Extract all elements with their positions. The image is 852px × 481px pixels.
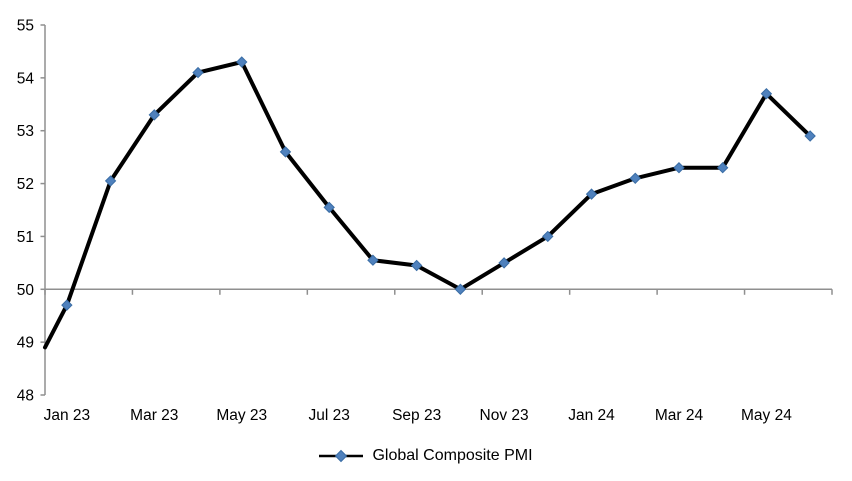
pmi-marker (716, 162, 729, 174)
x-tick-label: Sep 23 (392, 407, 441, 424)
x-tick-label: Mar 23 (130, 407, 178, 424)
pmi-marker (629, 172, 641, 184)
pmi-marker (410, 259, 423, 272)
pmi-marker (61, 299, 73, 311)
y-tick-label: 49 (17, 335, 34, 352)
pmi-series-line (43, 60, 813, 350)
y-tick-label: 54 (17, 70, 35, 87)
x-tick-label: Jan 23 (44, 407, 91, 424)
y-tick-label: 53 (17, 123, 34, 140)
pmi-marker (367, 254, 379, 266)
x-tick-label: Jan 24 (568, 407, 615, 424)
pmi-marker (148, 109, 161, 121)
y-tick-label: 51 (17, 229, 34, 246)
pmi-marker (760, 88, 773, 100)
x-tick-label: May 24 (741, 407, 792, 424)
pmi-marker (804, 130, 816, 142)
legend-label: Global Composite PMI (372, 447, 533, 464)
pmi-marker (498, 257, 510, 269)
legend: Global Composite PMI (0, 444, 852, 468)
pmi-marker (585, 188, 598, 200)
pmi-marker (236, 56, 248, 68)
pmi-marker (673, 162, 685, 174)
x-tick-label: May 23 (216, 407, 267, 424)
x-tick-label: Mar 24 (655, 407, 704, 424)
y-tick-label: 50 (17, 282, 35, 299)
y-tick-label: 52 (17, 176, 34, 193)
legend-line-marker-icon (319, 449, 364, 463)
x-tick-label: Jul 23 (309, 407, 350, 424)
pmi-marker (454, 283, 467, 295)
pmi-marker (542, 230, 554, 243)
pmi-marker (104, 175, 117, 187)
pmi-marker (192, 66, 204, 79)
pmi-marker (323, 201, 335, 214)
pmi-marker (279, 146, 292, 158)
x-tick-label: Nov 23 (480, 407, 529, 424)
y-tick-label: 55 (17, 18, 34, 35)
y-tick-label: 48 (17, 388, 34, 405)
